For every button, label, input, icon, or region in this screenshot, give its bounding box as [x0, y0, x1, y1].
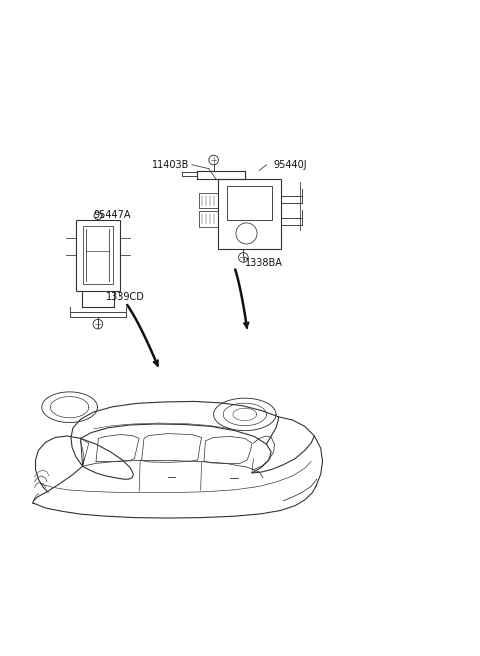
- Text: 1338BA: 1338BA: [245, 258, 283, 268]
- Text: 95447A: 95447A: [94, 210, 131, 220]
- Bar: [76, 220, 120, 291]
- Bar: [199, 211, 218, 227]
- Bar: [218, 179, 281, 249]
- Bar: [83, 226, 113, 284]
- Text: 1339CD: 1339CD: [106, 292, 144, 302]
- Text: 11403B: 11403B: [152, 160, 190, 170]
- Bar: [199, 193, 218, 209]
- Bar: [227, 186, 272, 220]
- Text: 95440J: 95440J: [274, 160, 307, 170]
